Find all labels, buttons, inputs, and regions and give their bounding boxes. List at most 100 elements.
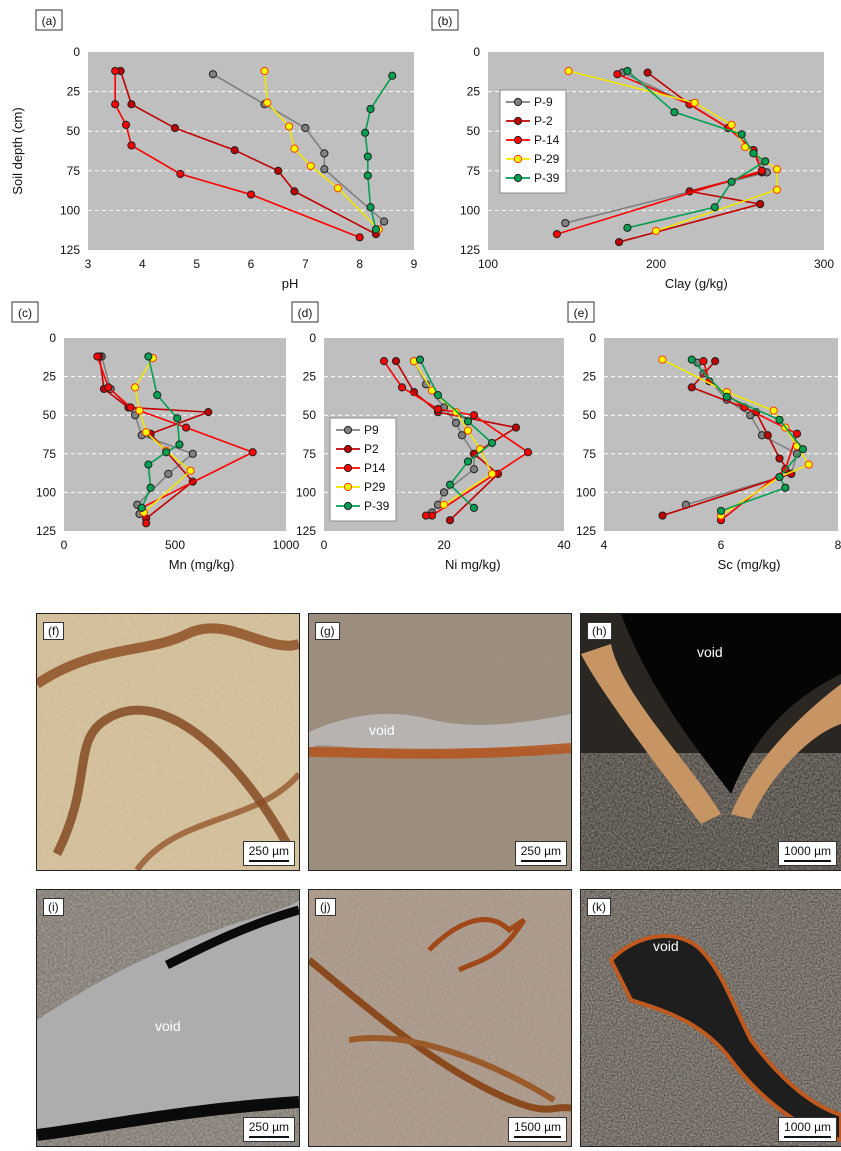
data-point-p39: [153, 391, 162, 400]
legend-swatch-marker: [513, 154, 523, 164]
legend-swatch-marker: [343, 501, 353, 511]
x-tick-label: 8: [835, 538, 841, 552]
x-axis-label: Sc (mg/kg): [718, 557, 781, 572]
scale-text-h: 1000 µm: [784, 844, 831, 858]
data-point-p14: [142, 519, 151, 528]
data-point-p29: [333, 184, 343, 193]
panel-label-box-a: [35, 9, 63, 31]
data-point-p29: [306, 161, 315, 171]
y-tick-label: 50: [67, 124, 81, 138]
y-tick-label: 0: [473, 45, 480, 59]
data-point-p14: [699, 357, 708, 366]
data-point-p39: [146, 483, 155, 492]
chart-d: [291, 301, 564, 531]
x-tick-label: 200: [646, 257, 666, 271]
data-point-p39: [363, 171, 372, 180]
y-tick-label: 75: [43, 447, 57, 461]
micrograph-i-image: [37, 890, 299, 1146]
data-point-p39: [175, 440, 184, 449]
y-tick-label: 75: [467, 164, 481, 178]
data-point-p29: [135, 406, 144, 415]
scale-bar-h: 1000 µm: [778, 841, 837, 866]
legend-box: [329, 417, 397, 522]
y-tick-label: 125: [36, 524, 56, 538]
data-point-p29: [690, 98, 699, 107]
data-point-p39: [775, 415, 784, 424]
legend-swatch-marker: [343, 444, 353, 454]
data-point-p9: [380, 217, 389, 226]
data-point-p39: [775, 472, 784, 482]
y-tick-label: 75: [303, 447, 317, 461]
void-label-i: void: [155, 1018, 181, 1034]
data-point-p14: [127, 141, 136, 150]
data-point-p14: [111, 66, 120, 76]
data-point-p2: [643, 68, 652, 77]
data-point-p39: [781, 483, 790, 492]
data-point-p14: [93, 352, 102, 361]
data-point-p14: [613, 70, 622, 79]
data-point-p39: [162, 448, 171, 457]
micrograph-i: (i) void 250 µm: [36, 889, 300, 1147]
series-line-p29: [662, 358, 810, 517]
x-tick-label: 9: [411, 257, 418, 271]
data-point-p14: [523, 448, 533, 457]
legend-entry: P-39: [364, 499, 390, 513]
micrograph-f-image: [37, 614, 299, 870]
chart-a: [35, 9, 414, 250]
legend-entry: P9: [364, 423, 379, 437]
y-tick-label: 100: [576, 485, 596, 499]
micrograph-j: (j) 1500 µm: [308, 889, 572, 1147]
y-tick-label: 50: [303, 408, 317, 422]
y-tick-label: 75: [67, 164, 81, 178]
scale-bar-j: 1500 µm: [508, 1117, 567, 1142]
data-point-p2: [511, 423, 521, 432]
plot-background-e: [604, 338, 838, 531]
y-tick-label: 0: [73, 45, 80, 59]
data-point-p29: [439, 500, 449, 509]
data-point-p39: [366, 203, 375, 212]
panel-label-d: (d): [298, 306, 313, 320]
micrograph-h-image: [581, 614, 841, 870]
micrograph-k: (k) void 1000 µm: [580, 889, 841, 1147]
panel-label-f: (f): [43, 622, 65, 640]
data-point-p2: [711, 357, 720, 366]
y-tick-label: 0: [309, 331, 316, 345]
data-point-p9: [439, 488, 449, 497]
data-point-p14: [246, 190, 256, 199]
data-point-p39: [487, 438, 497, 448]
legend-entry: P-29: [534, 152, 560, 166]
scale-bar-k: 1000 µm: [778, 1117, 837, 1142]
data-point-p14: [757, 166, 766, 175]
data-point-p39: [761, 157, 770, 166]
data-point-p14: [126, 403, 135, 412]
data-point-p39: [737, 130, 746, 139]
data-point-p2: [445, 516, 455, 525]
y-tick-label: 125: [576, 524, 596, 538]
data-point-p39: [716, 506, 726, 516]
y-tick-label: 25: [43, 370, 57, 384]
y-tick-label: 125: [60, 243, 80, 257]
data-point-p14: [104, 383, 113, 392]
data-point-p2: [204, 408, 213, 417]
data-point-p29: [564, 66, 573, 76]
data-point-p39: [363, 152, 372, 161]
legend-swatch-marker: [343, 463, 353, 473]
data-point-p39: [144, 460, 153, 469]
data-point-p2: [230, 146, 239, 155]
y-tick-label: 25: [467, 85, 481, 99]
y-tick-label: 100: [60, 203, 80, 217]
data-point-p2: [658, 511, 667, 520]
data-point-p39: [623, 66, 632, 76]
data-point-p39: [710, 203, 719, 212]
data-point-p9: [792, 449, 802, 458]
data-point-p39: [687, 355, 696, 364]
panel-label-j: (j): [315, 898, 336, 916]
x-tick-label: 1000: [273, 538, 300, 552]
data-point-p2: [290, 187, 299, 196]
scale-text-g: 250 µm: [520, 844, 561, 858]
data-point-p2: [756, 199, 765, 209]
data-point-p2: [274, 166, 283, 175]
x-tick-label: 6: [248, 257, 255, 271]
panel-label-b: (b): [438, 14, 453, 28]
